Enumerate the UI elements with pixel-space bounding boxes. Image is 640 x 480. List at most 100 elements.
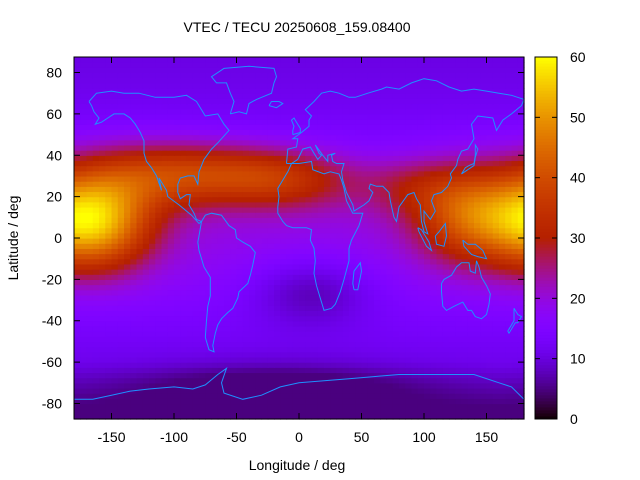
heatmap-cell [386,134,394,141]
heatmap-cell [242,248,250,255]
heatmap-cell [80,300,88,306]
heatmap-cell [305,289,313,296]
heatmap-cell [436,98,444,105]
heatmap-cell [224,315,231,322]
heatmap-cell [355,232,363,239]
heatmap-cell [186,170,194,177]
heatmap-cell [130,367,138,374]
heatmap-cell [205,212,213,218]
heatmap-cell [349,305,356,311]
heatmap-cell [417,294,425,301]
heatmap-cell [74,387,81,394]
heatmap-cell [511,274,519,280]
heatmap-cell [361,315,369,322]
heatmap-cell [174,300,181,306]
heatmap-cell [486,196,494,203]
heatmap-cell [399,284,406,291]
heatmap-cell [480,227,488,234]
heatmap-cell [442,62,450,68]
heatmap-cell [199,191,206,198]
heatmap-cell [142,341,150,348]
heatmap-cell [274,346,281,353]
heatmap-cell [267,413,275,420]
heatmap-cell [511,175,519,182]
heatmap-cell [217,206,225,213]
heatmap-cell [111,217,119,224]
heatmap-cell [330,108,338,115]
heatmap-cell [174,67,181,74]
heatmap-cell [92,284,100,291]
heatmap-cell [467,113,475,120]
heatmap-cell [499,408,506,415]
heatmap-cell [255,325,263,332]
heatmap-cell [249,124,256,130]
heatmap-cell [330,88,338,94]
heatmap-cell [305,62,313,68]
heatmap-cell [380,103,388,110]
heatmap-cell [111,269,119,275]
heatmap-cell [230,155,238,162]
heatmap-cell [230,408,238,415]
heatmap-cell [174,393,181,399]
heatmap-cell [136,238,144,244]
heatmap-cell [386,413,394,420]
heatmap-cell [205,294,213,301]
heatmap-cell [311,372,319,379]
heatmap-cell [399,413,406,420]
heatmap-cell [455,336,463,343]
heatmap-cell [442,367,450,374]
heatmap-cell [311,134,319,141]
heatmap-cell [74,160,81,167]
heatmap-cell [505,253,513,260]
heatmap-cell [224,113,231,120]
heatmap-cell [467,150,475,156]
heatmap-cell [417,243,425,249]
heatmap-cell [511,212,519,218]
heatmap-cell [111,165,119,172]
heatmap-cell [267,201,275,208]
heatmap-cell [374,201,381,208]
heatmap-cell [280,387,288,394]
heatmap-cell [424,103,431,110]
heatmap-cell [192,284,200,291]
heatmap-cell [367,269,375,275]
heatmap-cell [455,222,463,229]
heatmap-cell [442,336,450,343]
heatmap-cell [317,227,325,234]
heatmap-cell [305,160,313,167]
heatmap-cell [211,325,219,332]
heatmap-cell [517,119,525,125]
heatmap-cell [186,72,194,79]
heatmap-cell [374,382,381,389]
heatmap-cell [511,315,519,322]
heatmap-cell [311,212,319,218]
heatmap-cell [492,248,500,255]
heatmap-cell [192,165,200,172]
heatmap-cell [242,186,250,193]
heatmap-cell [142,175,150,182]
heatmap-cell [174,160,181,167]
heatmap-cell [224,393,231,399]
heatmap-cell [267,232,275,239]
heatmap-cell [436,124,444,130]
heatmap-cell [280,67,288,74]
heatmap-cell [392,67,400,74]
heatmap-cell [105,300,113,306]
heatmap-cell [442,408,450,415]
heatmap-cell [361,186,369,193]
heatmap-cell [142,165,150,172]
heatmap-cell [224,300,231,306]
heatmap-cell [286,170,294,177]
heatmap-cell [436,413,444,420]
heatmap-cell [286,336,294,343]
heatmap-cell [474,98,481,105]
heatmap-cell [230,150,238,156]
heatmap-cell [417,170,425,177]
heatmap-cell [392,413,400,420]
heatmap-cell [311,186,319,193]
heatmap-cell [149,269,156,275]
heatmap-cell [336,88,344,94]
heatmap-cell [205,289,213,296]
heatmap-cell [255,144,263,151]
heatmap-cell [180,155,188,162]
